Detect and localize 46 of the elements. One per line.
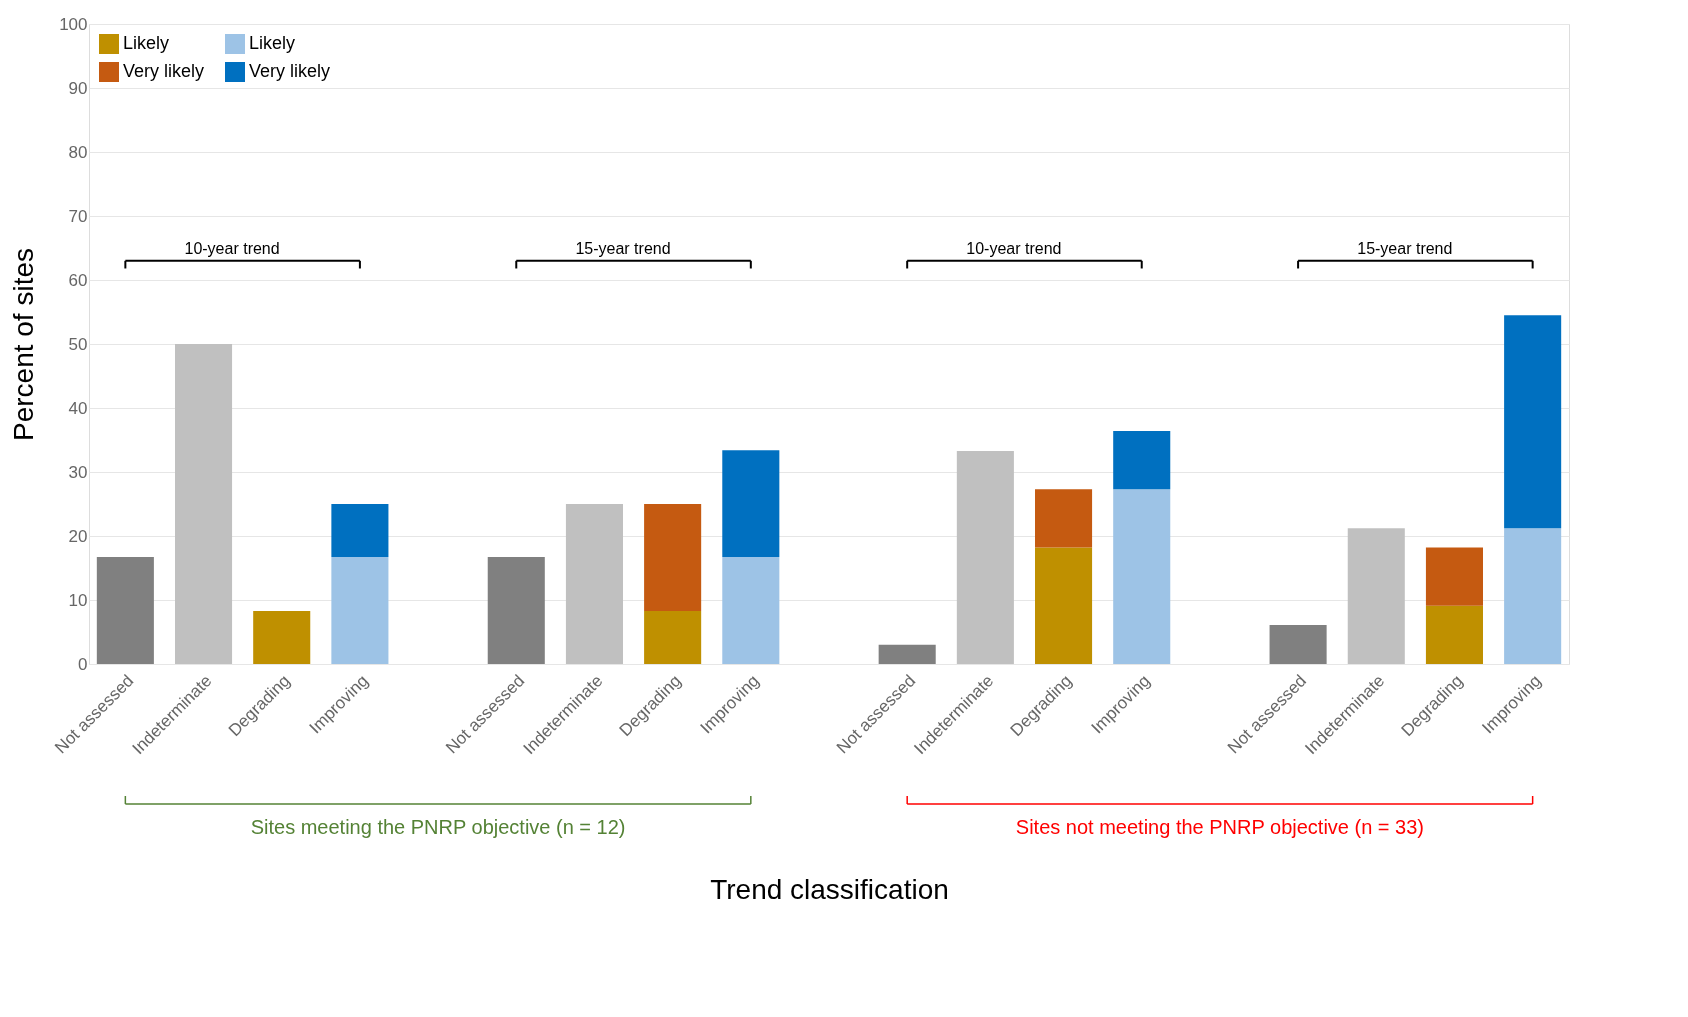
y-tick-label: 10 <box>68 590 88 610</box>
bar <box>331 504 389 558</box>
legend-label: Likely <box>123 33 170 53</box>
bar <box>1504 528 1562 664</box>
y-tick-label: 100 <box>59 14 88 34</box>
bar <box>253 610 311 664</box>
bar <box>1269 624 1327 664</box>
y-tick-label: 90 <box>68 78 88 98</box>
text: Sites meeting the PNRP objective (n = 12) <box>250 816 626 838</box>
bar <box>956 450 1014 664</box>
bar <box>487 557 545 664</box>
bar <box>1425 605 1483 664</box>
legend-label: Very likely <box>249 61 331 81</box>
bar <box>1035 547 1093 664</box>
bar <box>565 504 623 664</box>
bar <box>1425 547 1483 606</box>
y-tick-label: 60 <box>68 270 88 290</box>
annotation: 10-year trend <box>966 239 1062 257</box>
y-tick-label: 0 <box>78 654 88 674</box>
legend-label: Very likely <box>123 61 205 81</box>
bar <box>331 557 389 664</box>
y-tick-label: 70 <box>68 206 88 226</box>
annotation: 15-year trend <box>1357 239 1453 257</box>
y-tick-label: 50 <box>68 334 88 354</box>
bar <box>644 504 702 611</box>
bar <box>1504 315 1562 529</box>
y-tick-label: 80 <box>68 142 88 162</box>
y-tick-label: 20 <box>68 526 88 546</box>
bar <box>644 610 702 664</box>
legend-label: Likely <box>249 33 296 53</box>
y-tick-label: 40 <box>68 398 88 418</box>
annotation: 10-year trend <box>184 239 280 257</box>
bar <box>722 557 780 664</box>
bar <box>96 557 154 664</box>
y-axis-title: Percent of sites <box>8 248 40 441</box>
bar <box>175 344 233 664</box>
text: Sites not meeting the PNRP objective (n = 33) <box>1015 816 1425 838</box>
y-tick-label: 30 <box>68 462 88 482</box>
x-axis-title: Trend classification <box>710 874 949 906</box>
bar <box>722 450 780 558</box>
bar <box>1113 489 1171 664</box>
bar <box>1347 528 1405 664</box>
annotation: 15-year trend <box>575 239 671 257</box>
bar <box>1113 431 1171 490</box>
bar <box>1035 489 1093 548</box>
bar <box>878 644 936 664</box>
